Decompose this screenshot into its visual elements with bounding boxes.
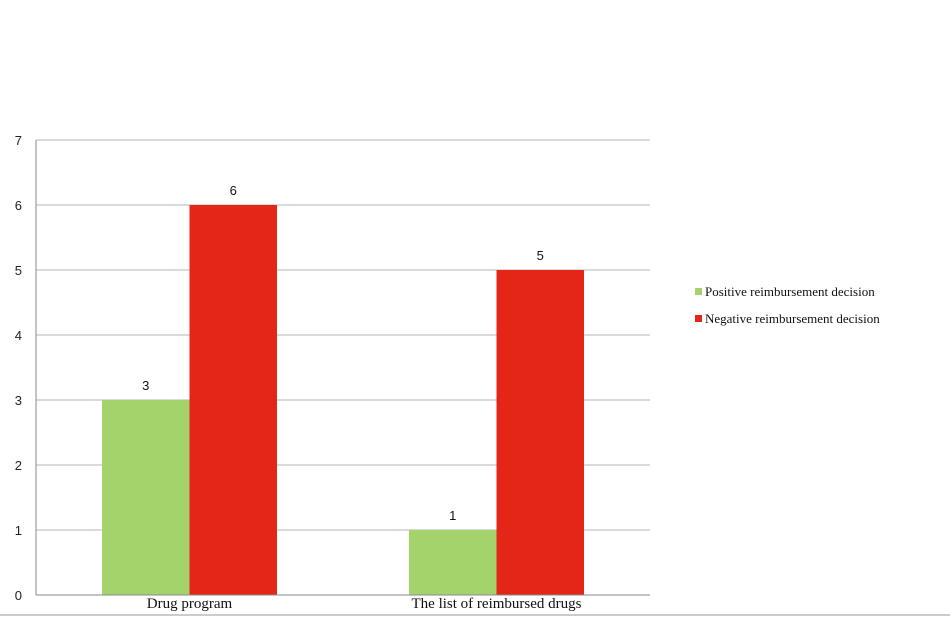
bar [496,270,584,595]
legend-label-negative: Negative reimbursement decision [705,311,880,326]
y-tick-label: 1 [15,523,22,538]
legend: Positive reimbursement decision Negative… [695,284,880,326]
y-tick-label: 3 [15,393,22,408]
data-label: 1 [449,508,456,523]
y-tick-label: 6 [15,198,22,213]
bars [102,205,584,595]
y-tick-label: 2 [15,458,22,473]
legend-label-positive: Positive reimbursement decision [705,284,875,299]
x-category-label: Drug program [147,596,233,612]
y-tick-label: 0 [15,588,22,603]
data-labels: 3 6 1 5 [142,183,544,523]
data-label: 5 [537,248,544,263]
x-category-label: The list of reimbursed drugs [412,596,582,612]
y-tick-label: 5 [15,263,22,278]
y-tick-label: 4 [15,328,22,343]
y-tick-label: 7 [15,133,22,148]
data-label: 6 [230,183,237,198]
y-axis-ticks: 0 1 2 3 4 5 6 7 [15,133,22,603]
legend-swatch-positive [695,288,702,295]
legend-swatch-negative [695,315,702,322]
bar [409,530,497,595]
data-label: 3 [142,378,149,393]
bar [189,205,277,595]
bar [102,400,190,595]
x-axis-categories: Drug program The list of reimbursed drugs [147,596,582,612]
